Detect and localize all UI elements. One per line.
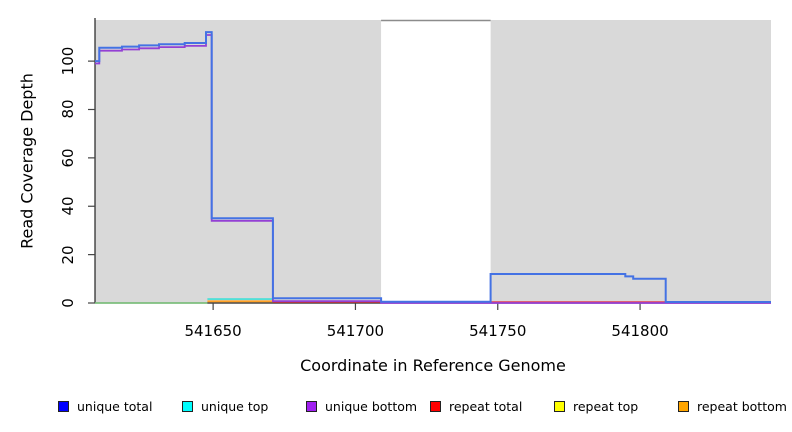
x-tick-label-541650: 541650	[184, 322, 242, 340]
legend-label: unique top	[201, 398, 269, 414]
legend-item-unique-total: unique total	[58, 397, 152, 415]
x-tick-label-541800: 541800	[611, 322, 669, 340]
x-axis-title: Coordinate in Reference Genome	[300, 356, 566, 375]
legend-label: repeat top	[573, 398, 639, 414]
legend-item-unique-bottom: unique bottom	[306, 397, 417, 415]
y-tick-label-0: 0	[59, 298, 77, 308]
y-axis-title: Read Coverage Depth	[17, 73, 37, 249]
legend-item-unique-top: unique top	[182, 397, 268, 415]
legend-swatch-repeat-total	[430, 400, 441, 412]
legend-label: repeat bottom	[697, 398, 787, 414]
legend-swatch-repeat-bottom	[678, 400, 689, 412]
legend-swatch-repeat-top	[554, 400, 565, 412]
legend-item-repeat-bottom: repeat bottom	[678, 397, 787, 415]
y-tick-label-100: 100	[59, 46, 77, 76]
legend-item-repeat-top: repeat top	[554, 397, 638, 415]
legend-label: repeat total	[449, 398, 523, 414]
series-unique-total	[95, 31, 771, 303]
legend-label: unique bottom	[325, 398, 418, 414]
shaded-region-left	[95, 20, 382, 303]
legend-label: unique total	[77, 398, 153, 414]
legend-swatch-unique-top	[182, 400, 193, 412]
legend-swatch-unique-bottom	[306, 400, 317, 412]
y-tick-label-40: 40	[59, 196, 77, 216]
shaded-region-right	[490, 20, 771, 303]
y-tick-label-20: 20	[59, 245, 77, 265]
y-tick-label-60: 60	[59, 148, 77, 168]
x-tick-label-541700: 541700	[326, 322, 385, 340]
legend-swatch-unique-total	[58, 400, 69, 412]
legend-item-repeat-total: repeat total	[430, 397, 522, 415]
x-tick-label-541750: 541750	[469, 322, 527, 340]
y-tick-label-80: 80	[59, 99, 77, 120]
